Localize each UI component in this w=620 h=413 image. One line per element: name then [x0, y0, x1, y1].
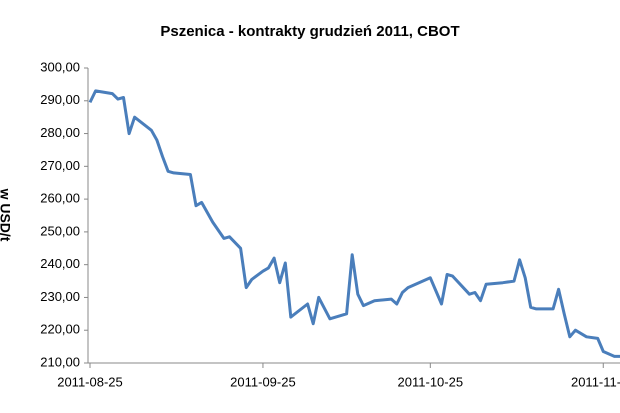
y-tick-label: 210,00 — [40, 354, 80, 369]
x-tick-label: 2011-09-25 — [230, 374, 296, 389]
y-tick-label: 220,00 — [40, 322, 80, 337]
chart-title: Pszenica - kontrakty grudzień 2011, CBOT — [160, 23, 459, 40]
y-tick-label: 300,00 — [40, 59, 80, 74]
line-series — [88, 89, 620, 358]
x-tick-label: 2011-08-25 — [57, 374, 123, 389]
y-tick-label: 240,00 — [40, 256, 80, 271]
y-tick-label: 260,00 — [40, 191, 80, 206]
x-tick-label: 2011-11-25 — [571, 374, 620, 389]
y-tick-label: 280,00 — [40, 125, 80, 140]
y-tick-label: 290,00 — [40, 92, 80, 107]
y-tick-label: 230,00 — [40, 289, 80, 304]
x-tick-label: 2011-10-25 — [398, 374, 464, 389]
y-tick-label: 250,00 — [40, 223, 80, 238]
y-axis-title: w USD/t — [0, 188, 13, 242]
y-tick-label: 270,00 — [40, 158, 80, 173]
